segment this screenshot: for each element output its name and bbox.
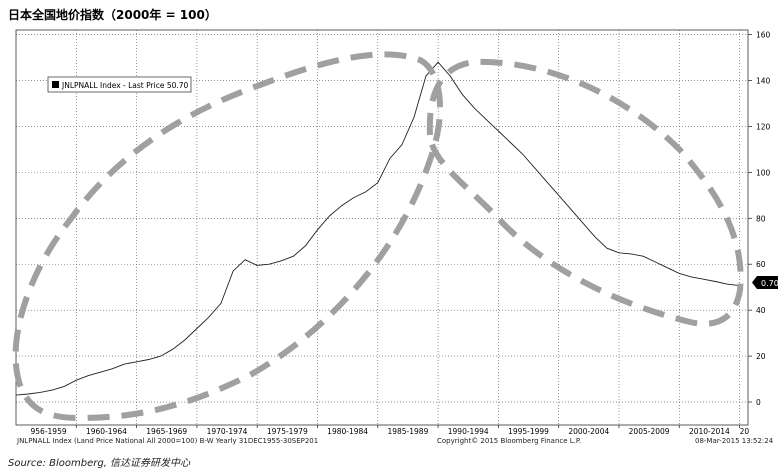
footer-left-text: JNLPNALL Index (Land Price National All … xyxy=(16,437,318,445)
series-layer xyxy=(15,61,740,396)
y-tick-label: 120 xyxy=(756,122,771,131)
y-tick-label: 0 xyxy=(756,398,761,407)
legend-swatch xyxy=(52,81,59,88)
footer-right-text: 08-Mar-2015 13:52:24 xyxy=(695,437,774,445)
last-price-tag: 0.70 xyxy=(752,276,779,289)
legend-label: JNLPNALL Index - Last Price 50.70 xyxy=(61,81,189,90)
x-tick-label: 1985-1989 xyxy=(387,427,428,436)
x-tick-label: 1960-1964 xyxy=(86,427,127,436)
source-note: Source: Bloomberg, 信达证券研发中心 xyxy=(8,458,191,469)
x-tick-label: 956-1959 xyxy=(31,427,67,436)
y-tick-label: 100 xyxy=(756,168,771,177)
x-tick-label: 1995-1999 xyxy=(508,427,549,436)
legend: JNLPNALL Index - Last Price 50.70 xyxy=(47,76,192,93)
chart-footer: JNLPNALL Index (Land Price National All … xyxy=(16,437,774,445)
x-tick-label: 20 xyxy=(740,427,750,436)
x-tick-label: 1975-1979 xyxy=(267,427,308,436)
y-tick-label: 160 xyxy=(756,31,771,40)
y-tick-label: 140 xyxy=(756,77,771,86)
plot-border xyxy=(15,29,749,426)
last-price-tag-label: 0.70 xyxy=(761,279,779,288)
y-axis: 0 20 40 60 80 100 120 140 160 xyxy=(748,31,771,407)
y-tick-label: 80 xyxy=(756,214,766,223)
x-tick-label: 2010-2014 xyxy=(689,427,730,436)
decline-annotation-oval xyxy=(426,58,744,327)
annotation-ovals xyxy=(12,51,744,422)
footer-center-text: Copyright© 2015 Bloomberg Finance L.P. xyxy=(437,437,581,445)
x-tick-label: 1965-1969 xyxy=(146,427,187,436)
x-tick-label: 1970-1974 xyxy=(207,427,248,436)
x-tick-label: 2005-2009 xyxy=(629,427,670,436)
rise-annotation-oval xyxy=(12,51,443,422)
legend-box xyxy=(47,76,192,93)
x-tick-label: 1990-1994 xyxy=(448,427,489,436)
grid-lines xyxy=(16,30,748,425)
plot-frame xyxy=(15,29,749,426)
chart-title: 日本全国地价指数（2000年 = 100） xyxy=(8,8,217,22)
x-tick-label: 2000-2004 xyxy=(568,427,609,436)
y-tick-label: 20 xyxy=(756,352,766,361)
last-price-tag-shape xyxy=(752,276,778,289)
x-axis: 956-1959 1960-1964 1965-1969 1970-1974 1975-… xyxy=(31,425,750,436)
y-tick-label: 40 xyxy=(756,306,766,315)
y-tick-label: 60 xyxy=(756,260,766,269)
x-tick-label: 1980-1984 xyxy=(327,427,368,436)
